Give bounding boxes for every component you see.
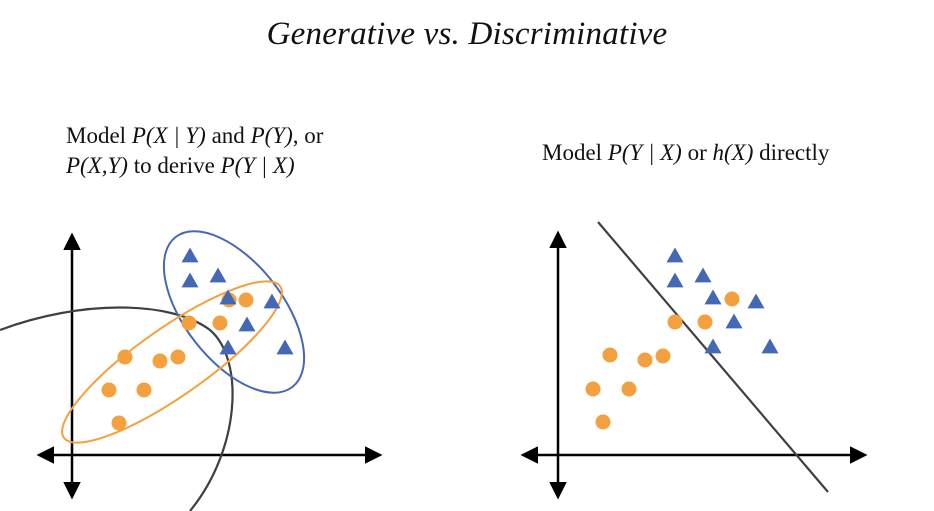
- blue-triangle-icon: [694, 267, 712, 283]
- orange-circle-icon: [655, 348, 671, 364]
- generative-caption-line-2: P(X,Y) to derive P(Y | X): [66, 151, 323, 181]
- blue-triangle-icon: [238, 316, 256, 332]
- decision-boundary: [597, 221, 829, 493]
- orange-circle-icon: [238, 292, 254, 308]
- caption-run: or: [681, 140, 713, 165]
- slide-title: Generative vs. Discriminative: [266, 16, 668, 52]
- orange-circle-icon: [101, 382, 117, 398]
- orange-circle-icon: [724, 291, 740, 307]
- orange-circle-icon: [152, 353, 168, 369]
- blue-triangle-icon: [181, 272, 199, 288]
- generative-density-curve: [0, 306, 234, 511]
- blue-triangle-icon: [263, 293, 281, 309]
- discriminative-caption-line-1: Model P(Y | X) or h(X) directly: [542, 138, 829, 168]
- caption-run: Model: [66, 123, 132, 148]
- orange-circle-icon: [667, 314, 683, 330]
- orange-circle-icon: [595, 414, 611, 430]
- orange-circle-icon: [170, 349, 186, 365]
- orange-circle-icon: [621, 381, 637, 397]
- blue-triangle-icon: [276, 339, 294, 355]
- orange-circle-icon: [117, 349, 133, 365]
- blue-triangle-icon: [725, 313, 743, 329]
- generative-caption: Model P(X | Y) and P(Y), or P(X,Y) to de…: [66, 121, 323, 181]
- blue-triangle-icon: [219, 339, 237, 355]
- caption-run: P(Y | X): [220, 153, 295, 178]
- caption-run: , or: [292, 123, 324, 148]
- orange-circle-icon: [111, 415, 127, 431]
- caption-run: directly: [753, 140, 830, 165]
- orange-circle-icon: [212, 315, 228, 331]
- generative-caption-line-1: Model P(X | Y) and P(Y), or: [66, 121, 323, 151]
- discriminative-caption: Model P(Y | X) or h(X) directly: [542, 138, 829, 168]
- orange-circle-icon: [637, 352, 653, 368]
- blue-triangle-icon: [666, 272, 684, 288]
- discriminative-panel: [520, 221, 868, 500]
- generative-panel: [0, 230, 383, 511]
- blue-triangle-icon: [704, 289, 722, 305]
- blue-triangle-icon: [704, 338, 722, 354]
- caption-run: Model: [542, 140, 608, 165]
- blue-triangle-icon: [219, 289, 237, 305]
- caption-run: to derive: [127, 153, 221, 178]
- orange-circle-icon: [136, 382, 152, 398]
- blue-triangle-icon: [181, 247, 199, 263]
- caption-run: P(Y): [250, 123, 293, 148]
- caption-run: and: [205, 123, 251, 148]
- blue-triangle-icon: [666, 247, 684, 263]
- caption-run: P(X,Y): [66, 153, 128, 178]
- orange-circle-icon: [585, 381, 601, 397]
- blue-triangle-icon: [209, 267, 227, 283]
- orange-circle-icon: [181, 315, 197, 331]
- caption-run: P(X | Y): [131, 123, 206, 148]
- caption-run: h(X): [712, 140, 754, 165]
- caption-run: P(Y | X): [607, 140, 682, 165]
- orange-circle-icon: [697, 314, 713, 330]
- blue-triangle-icon: [747, 293, 765, 309]
- orange-class-ellipse: [61, 280, 283, 444]
- blue-triangle-icon: [761, 338, 779, 354]
- orange-circle-icon: [602, 347, 618, 363]
